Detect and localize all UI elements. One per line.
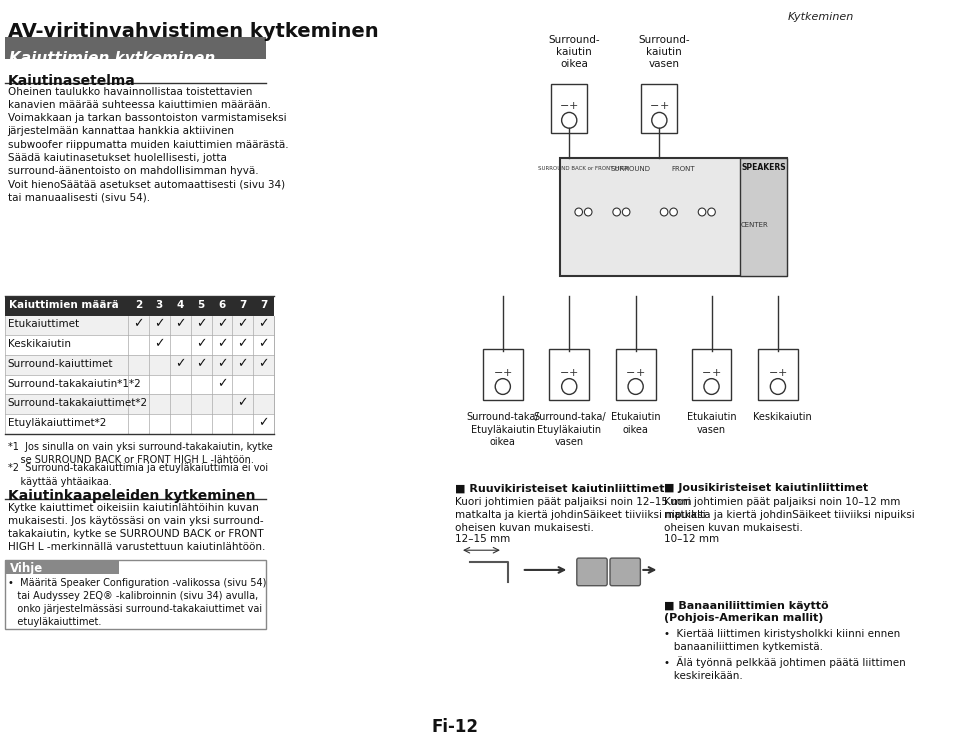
FancyBboxPatch shape [5,414,275,434]
Text: ■ Jousikiristeiset kaiutinliittimet: ■ Jousikiristeiset kaiutinliittimet [664,483,868,493]
Text: FRONT: FRONT [671,165,695,172]
Text: SURROUND BACK or FRONT HIGH: SURROUND BACK or FRONT HIGH [538,165,629,170]
Text: −: − [702,368,711,378]
Text: AV-viritinvahvistimen kytkeminen: AV-viritinvahvistimen kytkeminen [8,21,378,41]
Text: Surround-
kaiutin
vasen: Surround- kaiutin vasen [638,35,690,69]
FancyBboxPatch shape [5,316,275,335]
Text: ✓: ✓ [238,396,248,410]
FancyBboxPatch shape [483,349,523,400]
Text: ■ Banaaniliittimien käyttö
(Pohjois-Amerikan mallit): ■ Banaaniliittimien käyttö (Pohjois-Amer… [664,601,828,623]
FancyBboxPatch shape [577,558,607,586]
Text: +: + [569,368,579,378]
Text: +: + [711,368,721,378]
Text: 12–15 mm: 12–15 mm [455,534,511,545]
Text: Surround-kaiuttimet: Surround-kaiuttimet [8,359,113,369]
Text: CENTER: CENTER [740,222,768,228]
FancyBboxPatch shape [5,335,275,355]
Text: ✓: ✓ [258,357,269,370]
Text: Etukaiutin
oikea: Etukaiutin oikea [611,412,660,435]
FancyBboxPatch shape [740,158,787,276]
Text: ✓: ✓ [238,337,248,351]
Text: Etuyläkaiuttimet*2: Etuyläkaiuttimet*2 [8,418,106,428]
Circle shape [660,208,668,216]
Text: Etukaiutin
vasen: Etukaiutin vasen [686,412,736,435]
Text: ✓: ✓ [238,317,248,331]
Circle shape [622,208,630,216]
Text: ✓: ✓ [217,337,228,351]
Text: ✓: ✓ [217,376,228,390]
Text: Kuori johtimien päät paljaiksi noin 10–12 mm
matkalta ja kiertä johdinSäikeet ti: Kuori johtimien päät paljaiksi noin 10–1… [664,497,915,534]
Text: −: − [650,102,660,111]
Circle shape [670,208,678,216]
FancyBboxPatch shape [5,375,275,394]
Text: *2  Surround-takakaiuttimia ja etuyläkaiuttimia ei voi
    käyttää yhtäaikaa.: *2 Surround-takakaiuttimia ja etuyläkaiu… [8,463,268,486]
FancyBboxPatch shape [5,296,275,316]
FancyBboxPatch shape [615,349,656,400]
Text: Kytke kaiuttimet oikeisiin kaiutinlähtöihin kuvan
mukaisesti. Jos käytössäsi on : Kytke kaiuttimet oikeisiin kaiutinlähtöi… [8,503,265,553]
Text: Kytkeminen: Kytkeminen [787,12,853,22]
Text: −: − [626,368,636,378]
Text: •  Kiertää liittimen kiristysholkki kiinni ennen
   banaaniliittimen kytkemistä.: • Kiertää liittimen kiristysholkki kiinn… [664,629,906,681]
Text: ✓: ✓ [196,337,206,351]
Text: ✓: ✓ [175,317,185,331]
FancyBboxPatch shape [5,38,266,59]
Text: Keskikaiutin: Keskikaiutin [754,412,812,422]
Text: 10–12 mm: 10–12 mm [664,534,719,545]
Text: 6: 6 [218,300,226,310]
Text: +: + [778,368,787,378]
Text: *1  Jos sinulla on vain yksi surround-takakaiutin, kytke
    se SURROUND BACK or: *1 Jos sinulla on vain yksi surround-tak… [8,442,273,465]
Text: −: − [493,368,503,378]
Text: Fi-12: Fi-12 [432,718,479,736]
Text: •  Määritä Speaker Configuration -valikossa (sivu 54)
   tai Audyssey 2EQ® -kali: • Määritä Speaker Configuration -valikos… [8,578,266,627]
Text: Surround-takakaiuttimet*2: Surround-takakaiuttimet*2 [8,399,148,408]
Text: Kaiutinasetelma: Kaiutinasetelma [8,74,135,88]
Text: ✓: ✓ [258,317,269,331]
Text: Kaiuttimien määrä: Kaiuttimien määrä [9,300,118,310]
Text: 4: 4 [177,300,184,310]
Circle shape [708,208,715,216]
FancyBboxPatch shape [610,558,640,586]
Text: +: + [503,368,513,378]
FancyBboxPatch shape [758,349,798,400]
Text: ✓: ✓ [133,317,144,331]
Text: ✓: ✓ [175,357,185,370]
Text: ✓: ✓ [196,357,206,370]
Text: ✓: ✓ [217,317,228,331]
Text: 7: 7 [239,300,247,310]
Text: ✓: ✓ [258,337,269,351]
Text: −: − [560,368,569,378]
Text: SPEAKERS: SPEAKERS [741,162,786,172]
Text: Kaiuttimien kytkeminen: Kaiuttimien kytkeminen [10,51,216,66]
Text: 3: 3 [156,300,163,310]
Text: Kuori johtimien päät paljaiksi noin 12–15 mm
matkalta ja kiertä johdinSäikeet ti: Kuori johtimien päät paljaiksi noin 12–1… [455,497,707,534]
FancyBboxPatch shape [5,355,275,375]
FancyBboxPatch shape [5,394,275,414]
Circle shape [585,208,592,216]
FancyBboxPatch shape [5,560,119,574]
Text: Surround-
kaiutin
oikea: Surround- kaiutin oikea [548,35,600,69]
Text: ■ Ruuvikiristeiset kaiutinliittimet: ■ Ruuvikiristeiset kaiutinliittimet [455,483,665,493]
Text: Surround-taka/
Etuyläkaiutin
oikea: Surround-taka/ Etuyläkaiutin oikea [467,412,540,447]
Text: ✓: ✓ [217,357,228,370]
FancyBboxPatch shape [560,158,787,276]
Text: +: + [636,368,645,378]
Circle shape [575,208,583,216]
FancyBboxPatch shape [549,349,589,400]
FancyBboxPatch shape [641,84,678,133]
Text: ✓: ✓ [196,317,206,331]
Text: 7: 7 [260,300,268,310]
Text: Surround-taka/
Etuyläkaiutin
vasen: Surround-taka/ Etuyläkaiutin vasen [533,412,606,447]
Text: +: + [660,102,669,111]
Text: ✓: ✓ [238,357,248,370]
Text: −: − [769,368,778,378]
Text: Surround-takakaiutin*1*2: Surround-takakaiutin*1*2 [8,379,141,389]
Text: ✓: ✓ [258,416,269,429]
Text: ✓: ✓ [155,317,164,331]
Text: Etukaiuttimet: Etukaiuttimet [8,320,79,329]
Text: Vihje: Vihje [10,562,43,575]
FancyBboxPatch shape [551,84,588,133]
Circle shape [612,208,620,216]
Circle shape [698,208,706,216]
Text: Kaiutinkaapeleiden kytkeminen: Kaiutinkaapeleiden kytkeminen [8,489,255,503]
FancyBboxPatch shape [691,349,732,400]
